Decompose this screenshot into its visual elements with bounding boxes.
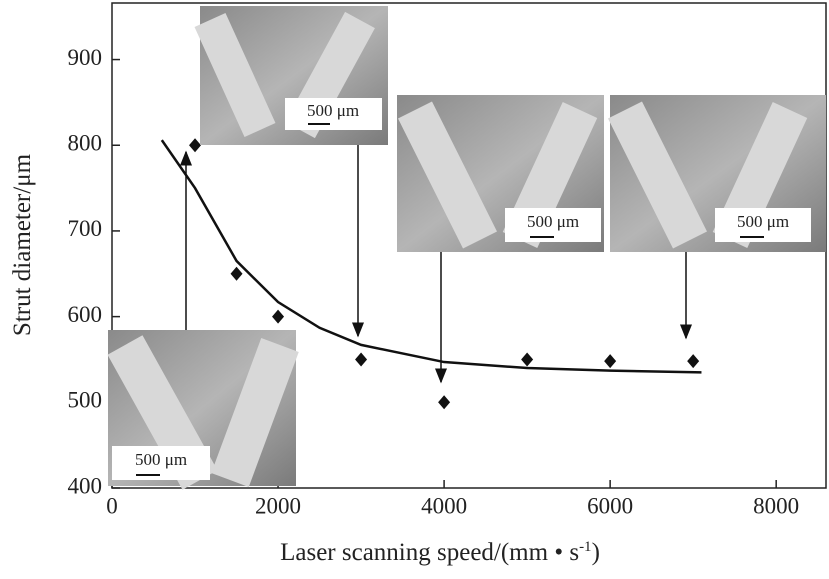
y-tick-label: 500 (68, 388, 103, 413)
x-axis-label: Laser scanning speed/(mm • s-1) (280, 539, 600, 566)
arrows (180, 145, 692, 384)
y-tick-label: 800 (68, 131, 103, 156)
x-tick-label: 6000 (587, 493, 633, 518)
data-point (230, 266, 243, 281)
data-point (272, 309, 285, 324)
y-tick-label: 900 (68, 45, 103, 70)
y-axis-label: Strut diameter/μm (9, 153, 36, 336)
scale-label: 500 μm (527, 212, 579, 231)
y-tick-label: 700 (68, 216, 103, 241)
x-label-part: Laser scanning speed/(mm • s (280, 539, 579, 566)
x-tick-label: 8000 (753, 493, 799, 518)
data-point (521, 352, 534, 367)
y-tick-label: 600 (68, 302, 103, 327)
data-point (438, 395, 451, 410)
sem-inset: 500 μm (107, 330, 299, 490)
sem-inset: 500 μm (194, 6, 388, 145)
scale-label: 500 μm (307, 101, 359, 120)
scale-label: 500 μm (135, 450, 187, 469)
scale-box (112, 446, 210, 480)
x-tick-label: 2000 (255, 493, 301, 518)
data-point (355, 352, 368, 367)
y-tick-label: 400 (68, 473, 103, 498)
sem-inset: 500 μm (397, 95, 604, 252)
data-point (687, 354, 700, 369)
x-label-sup: -1 (579, 539, 592, 555)
sem-inset: 500 μm (608, 95, 826, 252)
x-tick-label: 0 (106, 493, 118, 518)
x-tick-label: 4000 (421, 493, 467, 518)
fit-curve (160, 139, 702, 374)
insets: 500 μm 500 μm 500 μm 500 μm (107, 6, 826, 490)
data-point (604, 354, 617, 369)
scale-box (285, 98, 382, 130)
x-label-part: ) (592, 539, 600, 566)
scale-label: 500 μm (737, 212, 789, 231)
data-point (189, 138, 202, 153)
